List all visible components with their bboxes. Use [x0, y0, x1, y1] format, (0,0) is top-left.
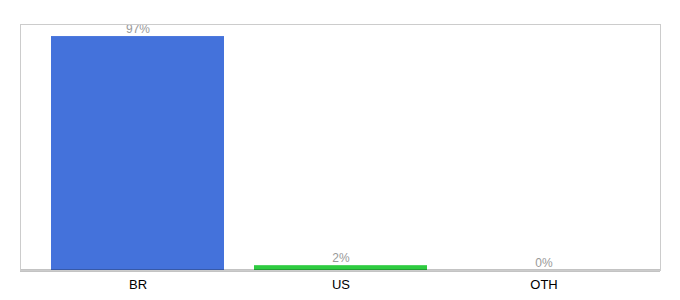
svg-text:97%: 97%: [126, 22, 150, 36]
svg-text:US: US: [332, 277, 350, 292]
svg-text:OTH: OTH: [530, 277, 557, 292]
svg-text:0%: 0%: [535, 256, 553, 270]
svg-text:2%: 2%: [332, 251, 350, 265]
svg-text:BR: BR: [129, 277, 147, 292]
